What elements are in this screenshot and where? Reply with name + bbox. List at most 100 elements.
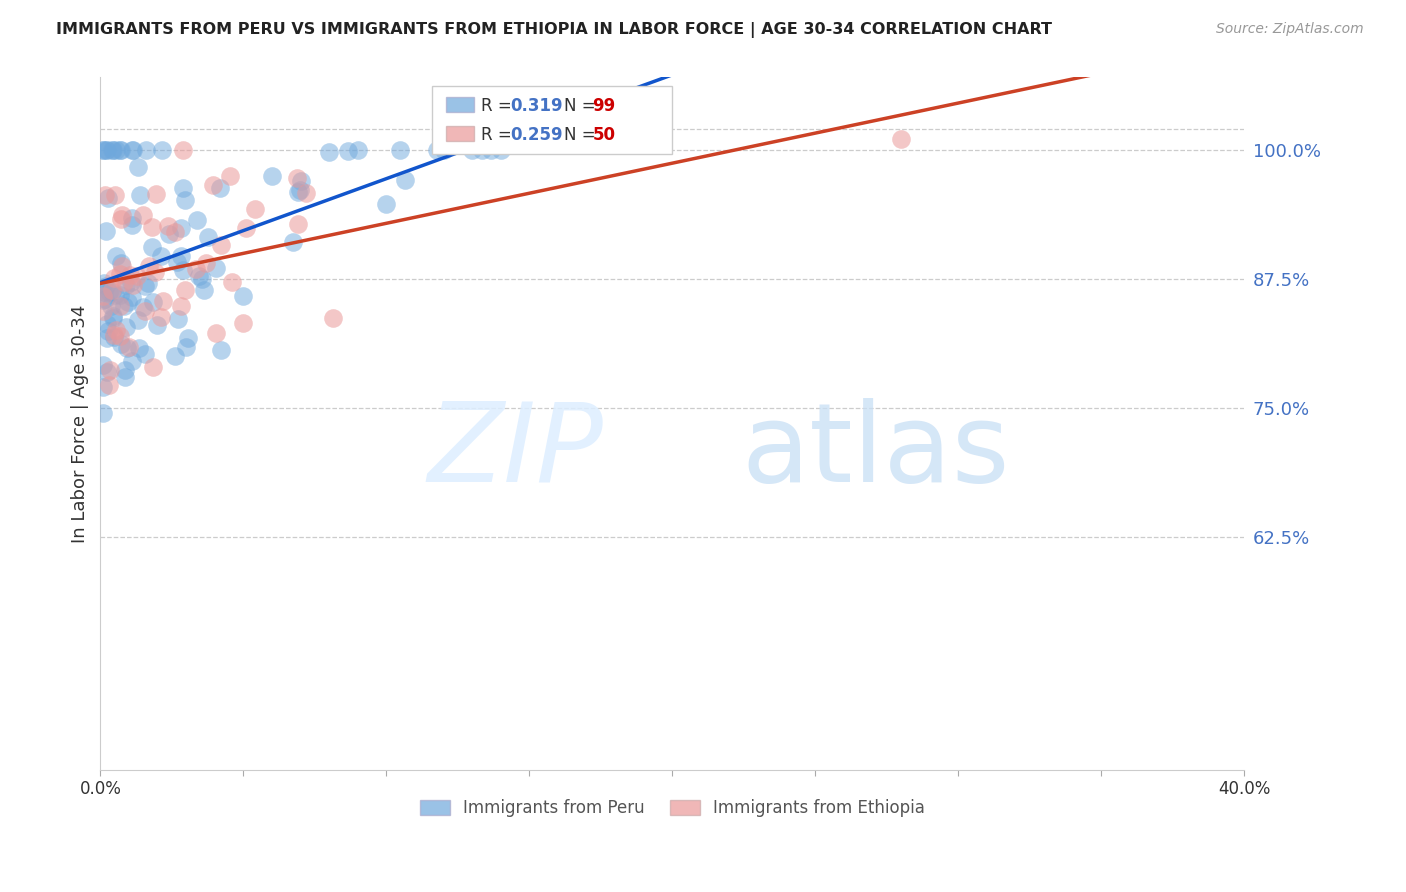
Point (174, 283, 197, 297)
Point (149, 310, 172, 324)
Point (150, 249, 173, 263)
Point (101, 143, 124, 157)
Point (890, 132, 912, 146)
Legend: Immigrants from Peru, Immigrants from Ethiopia: Immigrants from Peru, Immigrants from Et… (413, 793, 932, 824)
Point (136, 276, 159, 290)
Point (98, 362, 121, 376)
Point (104, 288, 127, 302)
Point (138, 259, 160, 273)
Point (91, 143, 114, 157)
Point (489, 143, 512, 157)
Text: 99: 99 (592, 97, 616, 115)
Point (114, 363, 136, 377)
Point (165, 349, 187, 363)
Point (170, 249, 193, 263)
Point (110, 256, 132, 270)
Point (288, 183, 311, 197)
Point (91, 358, 114, 372)
Point (135, 143, 157, 157)
Point (134, 279, 156, 293)
Point (108, 267, 131, 281)
Point (96, 143, 118, 157)
Point (112, 275, 135, 289)
Text: 50: 50 (592, 126, 616, 144)
Point (131, 300, 153, 314)
Point (94, 278, 117, 293)
Point (91, 406, 114, 420)
Point (202, 178, 225, 192)
Point (287, 185, 309, 199)
Point (97, 324, 120, 338)
Point (120, 276, 142, 290)
Point (141, 240, 163, 254)
Point (205, 326, 228, 340)
Point (101, 310, 124, 325)
Point (295, 186, 318, 200)
Point (471, 143, 494, 157)
Point (121, 143, 143, 157)
Point (96, 365, 118, 379)
Point (93, 276, 115, 290)
Point (96, 143, 118, 157)
Point (143, 265, 166, 279)
Point (394, 173, 416, 187)
Point (174, 340, 197, 354)
Point (111, 259, 134, 273)
Point (231, 317, 253, 331)
Point (346, 143, 368, 157)
Point (112, 299, 135, 313)
Point (103, 270, 125, 285)
Point (127, 313, 149, 327)
Point (141, 220, 163, 235)
Point (170, 220, 193, 235)
Point (337, 144, 360, 158)
Point (121, 218, 143, 232)
Point (114, 278, 136, 293)
Point (166, 311, 188, 326)
Point (104, 188, 127, 202)
Point (91, 143, 114, 157)
Text: 0.319: 0.319 (510, 97, 562, 115)
Point (117, 294, 139, 309)
Point (91, 304, 114, 318)
Point (93, 188, 115, 202)
Point (121, 211, 143, 225)
Point (108, 299, 131, 313)
Point (105, 323, 128, 337)
Point (115, 319, 138, 334)
Point (101, 310, 124, 324)
Point (152, 294, 174, 309)
Point (94, 293, 117, 307)
Point (235, 221, 257, 235)
Point (197, 229, 219, 244)
Point (290, 174, 312, 188)
Point (209, 237, 232, 252)
Point (322, 310, 344, 325)
Point (209, 343, 232, 357)
Text: R =: R = (481, 126, 517, 144)
Text: ZIP: ZIP (427, 398, 603, 505)
Point (193, 283, 215, 297)
Y-axis label: In Labor Force | Age 30-34: In Labor Force | Age 30-34 (72, 304, 89, 543)
Point (96, 331, 118, 345)
Text: R =: R = (481, 97, 517, 115)
Point (172, 263, 194, 277)
Point (115, 341, 138, 355)
Point (172, 143, 194, 157)
Point (110, 211, 132, 226)
Bar (446, 97, 474, 112)
Point (195, 256, 218, 270)
Point (184, 262, 207, 277)
Point (93, 285, 115, 300)
Point (232, 289, 254, 303)
Point (110, 337, 132, 351)
Point (166, 255, 188, 269)
Text: IMMIGRANTS FROM PERU VS IMMIGRANTS FROM ETHIOPIA IN LABOR FORCE | AGE 30-34 CORR: IMMIGRANTS FROM PERU VS IMMIGRANTS FROM … (56, 22, 1052, 38)
Point (97, 285, 120, 299)
Point (479, 143, 502, 157)
Point (91, 289, 114, 303)
Point (105, 249, 128, 263)
Point (163, 226, 186, 240)
Text: N =: N = (564, 126, 600, 144)
Point (132, 208, 155, 222)
